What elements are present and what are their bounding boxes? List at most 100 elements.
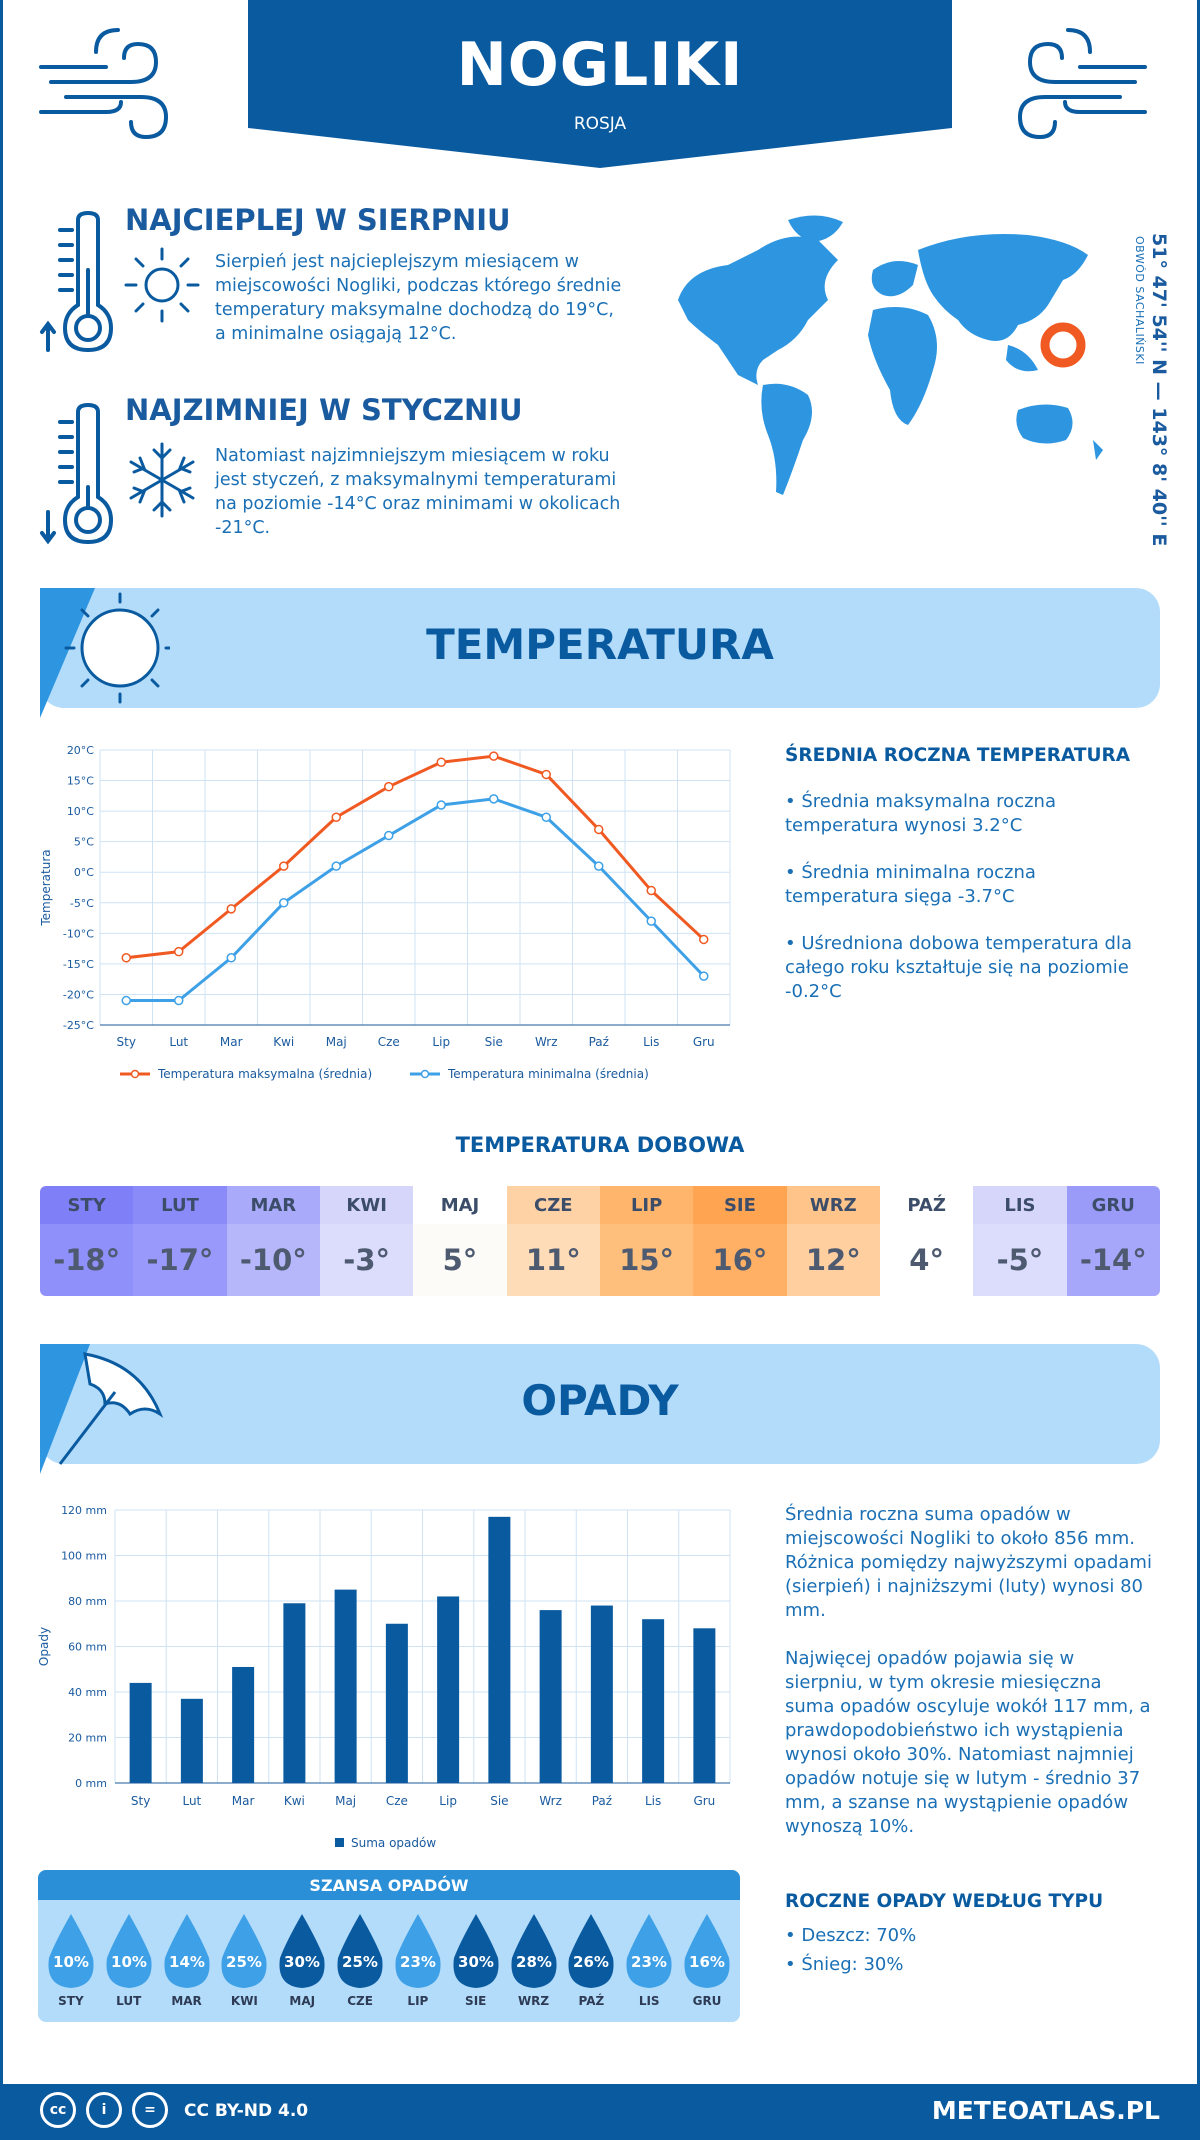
precip-chance-month: STY (58, 1994, 84, 2008)
precip-chance-value: 25% (342, 1953, 378, 1971)
data-point (331, 861, 341, 871)
precip-type-snow: • Śnieg: 30% (785, 1954, 904, 1975)
x-tick-label: Kwi (284, 1794, 305, 1808)
precip-summary: Średnia roczna suma opadów w miejscowośc… (785, 1504, 1152, 1621)
precip-chance-value: 16% (689, 1953, 725, 1971)
precip-chance-month: WRZ (517, 1994, 550, 2008)
y-axis-label: Temperatura (39, 849, 53, 926)
temperature-title: TEMPERATURA (426, 620, 774, 669)
daily-temp-value: -3° (319, 1224, 414, 1296)
data-point (646, 885, 656, 896)
daily-temp-month: KWI (319, 1186, 414, 1224)
attribution-icon[interactable]: i (86, 2092, 122, 2128)
daily-temp-month: LIP (599, 1186, 694, 1224)
x-tick-label: Lut (182, 1794, 201, 1808)
legend-marker (130, 1069, 140, 1079)
license-text[interactable]: CC BY-ND 4.0 (184, 2101, 309, 2121)
daily-temp-month: GRU (1066, 1186, 1160, 1224)
data-point (541, 769, 551, 780)
precip-title: OPADY (521, 1376, 679, 1425)
daily-temp-value: 12° (786, 1224, 880, 1296)
daily-temp-month: LIS (973, 1186, 1067, 1224)
y-tick-label: 80 mm (68, 1595, 107, 1608)
coldest-title: NAJZIMNIEJ W STYCZNIU (125, 393, 523, 427)
raindrop-icon: 30% (453, 1914, 499, 1988)
precip-chance-item: 28% WRZ (505, 1912, 563, 2008)
raindrop-icon: 10% (48, 1914, 94, 1988)
x-tick-label: Paź (589, 1035, 609, 1049)
precip-chance-month: KWI (230, 1994, 258, 2008)
coldest-text: Natomiast najzimniejszym miesiącem w rok… (215, 446, 621, 538)
precip-types-title: ROCZNE OPADY WEDŁUG TYPU (785, 1891, 1104, 1912)
daily-temp-table: STY -18° LUT -17° MAR -10° KWI -3° MAJ 5° CZE 11° LI… (40, 1186, 1160, 1296)
precip-chance-month: CZE (347, 1994, 373, 2008)
daily-temp-month: PAŹ (879, 1186, 974, 1224)
wind-icon (1017, 28, 1147, 140)
raindrop-icon: 25% (221, 1914, 267, 1988)
raindrop-shape (684, 1914, 730, 1988)
precip-chance-month: MAJ (289, 1994, 316, 2008)
cc-license-icons: cc i = (40, 2092, 168, 2132)
annual-temp-min: • Średnia minimalna roczna temperatura s… (785, 862, 1036, 907)
precip-bar (180, 1698, 203, 1783)
x-tick-label: Paź (592, 1794, 612, 1808)
precip-chance-month: PAŹ (578, 1994, 605, 2008)
warmest-title: NAJCIEPLEJ W SIERPNIU (125, 203, 511, 237)
precip-chance-item: 26% PAŹ (562, 1912, 620, 2008)
precip-section-bar (40, 1344, 1160, 1464)
y-tick-label: 0 mm (75, 1777, 107, 1790)
daily-temp-value: 15° (599, 1224, 694, 1296)
y-tick-label: 15°C (67, 775, 94, 788)
raindrop-icon: 10% (106, 1914, 152, 1988)
y-tick-label: -15°C (63, 958, 94, 971)
daily-temp-value: 16° (693, 1224, 787, 1296)
wind-icon (39, 28, 169, 140)
legend-label: Temperatura maksymalna (średnia) (157, 1067, 372, 1081)
daily-temp-column: SIE 16° (693, 1186, 787, 1296)
annual-temp-avg: • Uśredniona dobowa temperatura dla całe… (785, 933, 1133, 1002)
daily-temp-value: 11° (506, 1224, 600, 1296)
raindrop-shape (568, 1914, 614, 1988)
x-tick-label: Gru (693, 1035, 715, 1049)
coordinates: 51° 47' 54'' N — 143° 8' 40'' E (1148, 233, 1170, 547)
header-banner (248, 0, 952, 168)
precip-chance-month: LIS (638, 1994, 660, 2008)
world-map (678, 215, 1103, 495)
y-tick-label: -5°C (70, 897, 94, 910)
precip-chance-item: 25% KWI (215, 1912, 273, 2008)
precip-chance-value: 23% (631, 1953, 667, 1971)
cc-icon[interactable]: cc (40, 2092, 76, 2128)
daily-temp-month: SIE (693, 1186, 787, 1224)
data-point (541, 812, 551, 822)
no-derivatives-icon[interactable]: = (132, 2092, 168, 2128)
footer (0, 2084, 1200, 2140)
legend-label: Temperatura minimalna (średnia) (447, 1067, 649, 1081)
precip-bar (283, 1603, 306, 1783)
x-tick-label: Wrz (539, 1794, 562, 1808)
precip-chance-value: 10% (111, 1953, 147, 1971)
raindrop-icon: 23% (626, 1914, 672, 1988)
data-point (594, 824, 604, 835)
data-point (436, 800, 446, 810)
daily-temp-title: TEMPERATURA DOBOWA (455, 1133, 745, 1157)
x-tick-label: Mar (220, 1035, 243, 1049)
raindrop-shape (164, 1914, 210, 1988)
precip-chance-item: 10% STY (42, 1912, 100, 2008)
precip-bar (693, 1628, 716, 1783)
daily-temp-value: 4° (879, 1224, 974, 1296)
y-tick-label: 10°C (67, 805, 94, 818)
site-link[interactable]: METEOATLAS.PL (931, 2096, 1160, 2125)
legend-swatch (335, 1838, 344, 1847)
location-marker (1040, 322, 1086, 368)
daily-temp-month: WRZ (786, 1186, 880, 1224)
raindrop-shape (510, 1914, 557, 1988)
raindrop-shape (48, 1914, 94, 1988)
daily-temp-month: LUT (133, 1186, 227, 1224)
precip-chance-month: LUT (116, 1994, 142, 2008)
y-tick-label: -20°C (63, 988, 94, 1001)
raindrop-shape (337, 1914, 383, 1988)
daily-temp-column: STY -18° (40, 1186, 134, 1296)
precip-details: Najwięcej opadów pojawia się w sierpniu,… (785, 1648, 1151, 1837)
precip-type-rain: • Deszcz: 70% (785, 1925, 917, 1946)
x-tick-label: Sie (485, 1035, 503, 1049)
